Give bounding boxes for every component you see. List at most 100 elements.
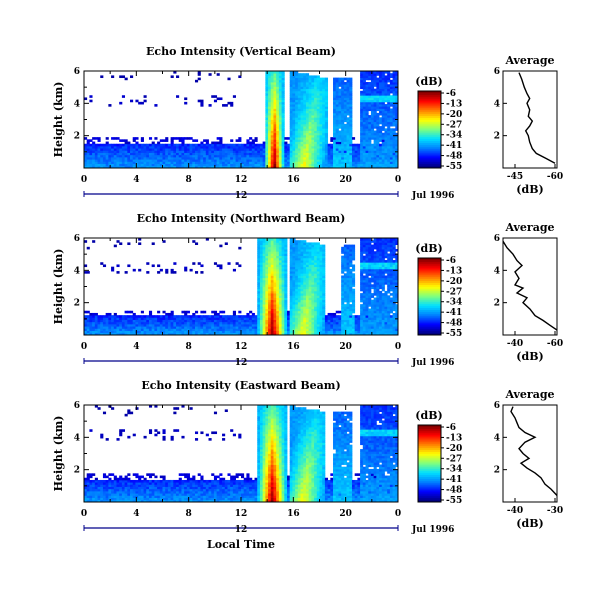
heatmap-cell (362, 106, 366, 109)
heatmap-cell (316, 262, 320, 265)
heatmap-cell (322, 326, 326, 329)
heatmap-cell (373, 141, 377, 145)
heatmap-cell (213, 262, 218, 265)
heatmap-cell (314, 145, 318, 149)
heatmap-cell (314, 257, 318, 261)
heatmap-cell (111, 152, 115, 156)
heatmap-cell (373, 90, 377, 94)
heatmap-cell (276, 299, 280, 303)
heatmap-cell (173, 156, 177, 160)
heatmap-cell (259, 156, 264, 160)
heatmap-cell (119, 148, 123, 151)
heatmap-cell (324, 148, 329, 151)
heatmap-cell (270, 317, 274, 320)
heatmap-cell (89, 317, 93, 320)
heatmap-cell (362, 255, 366, 259)
heatmap-cell (151, 154, 155, 158)
heatmap-cell (362, 132, 366, 136)
heatmap-cell (343, 156, 347, 160)
heatmap-cell (249, 148, 253, 151)
heatmap-cell (289, 249, 293, 252)
heatmap-cell (333, 328, 337, 331)
heatmap-cell (303, 240, 307, 243)
heatmap-cell (300, 304, 304, 307)
heatmap-cell (281, 110, 285, 114)
heatmap-cell (246, 330, 250, 334)
heatmap-cell (200, 323, 204, 327)
heatmap-cell (295, 130, 299, 134)
heatmap-cell (268, 277, 272, 281)
heatmap-cell (297, 130, 301, 134)
heatmap-cell (305, 279, 310, 283)
heatmap-cell (270, 290, 274, 294)
heatmap-cell (241, 326, 245, 329)
heatmap-cell (254, 159, 258, 162)
heatmap-cell (273, 293, 277, 296)
heatmap-cell (89, 150, 93, 153)
heatmap-cell (84, 271, 88, 274)
heatmap-cell (262, 323, 266, 327)
heatmap-cell (273, 330, 277, 334)
heatmap-cell (92, 326, 96, 329)
heatmap-cell (230, 145, 234, 149)
heatmap-cell (235, 326, 239, 329)
heatmap-cell (97, 150, 101, 153)
heatmap-cell (235, 145, 239, 149)
heatmap-cell (176, 95, 180, 98)
heatmap-cell (181, 159, 185, 162)
heatmap-cell (335, 108, 339, 112)
heatmap-cell (387, 101, 391, 105)
heatmap-cell (113, 244, 117, 248)
heatmap-cell (362, 326, 366, 329)
heatmap-cell (189, 321, 193, 325)
heatmap-cell (338, 152, 342, 156)
heatmap-cell (324, 134, 329, 138)
heatmap-cell (124, 319, 128, 323)
heatmap-cell (154, 145, 158, 149)
heatmap-cell (314, 301, 318, 305)
heatmap-cell (86, 159, 90, 162)
heatmap-cell (387, 130, 391, 134)
heatmap-cell (303, 332, 307, 336)
heatmap-cell (249, 315, 253, 318)
heatmap-cell (360, 240, 364, 243)
heatmap-cell (392, 132, 396, 136)
heatmap-cell (316, 126, 320, 129)
heatmap-cell (192, 145, 196, 149)
heatmap-cell (295, 251, 299, 254)
heatmap-cell (205, 323, 209, 327)
heatmap-cell (132, 163, 136, 167)
heatmap-cell (289, 134, 293, 138)
heatmap-cell (262, 159, 266, 162)
heatmap-cell (157, 150, 161, 153)
heatmap-cell (100, 145, 104, 149)
heatmap-cell (259, 323, 264, 327)
heatmap-cell (365, 137, 369, 140)
heatmap-cell (246, 321, 250, 325)
heatmap-cell (276, 262, 280, 265)
heatmap-cell (303, 150, 307, 153)
heatmap-cell (113, 161, 117, 164)
heatmap-cell (235, 262, 239, 265)
heatmap-cell (281, 312, 285, 316)
heatmap-cell (343, 77, 347, 81)
heatmap-cell (265, 282, 269, 285)
heatmap-cell (349, 90, 353, 94)
heatmap-cell (316, 104, 320, 107)
heatmap-cell (335, 139, 339, 142)
heatmap-cell (376, 88, 380, 92)
heatmap-cell (292, 290, 296, 294)
heatmap-cell (314, 117, 318, 120)
heatmap-cell (194, 319, 199, 323)
heatmap-cell (346, 77, 350, 81)
heatmap-cell (235, 321, 239, 325)
heatmap-cell (216, 154, 220, 158)
heatmap-cell (295, 308, 299, 312)
heatmap-cell (343, 286, 347, 290)
heatmap-cell (341, 117, 345, 120)
heatmap-cell (251, 143, 255, 147)
heatmap-cell (289, 244, 293, 248)
heatmap-cell (254, 148, 258, 151)
heatmap-cell (322, 304, 326, 307)
heatmap-cell (84, 148, 88, 151)
